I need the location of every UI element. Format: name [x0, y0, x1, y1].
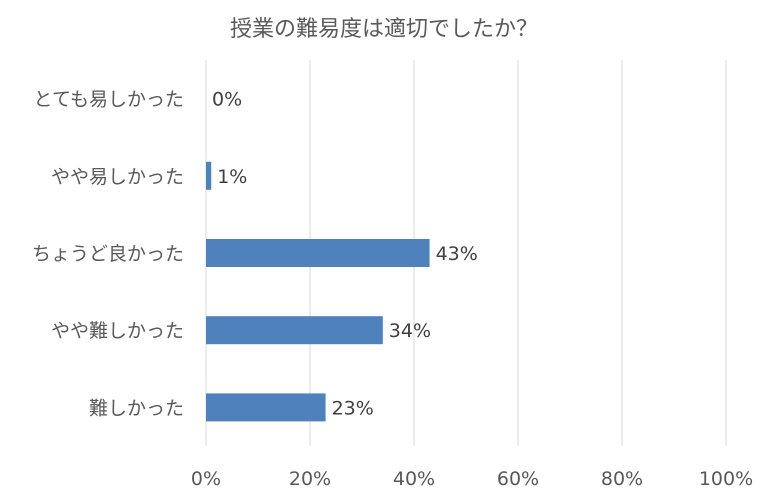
data-label: 43% [436, 243, 478, 265]
bar [206, 316, 383, 345]
x-tick-label: 20% [289, 468, 331, 490]
category-label: ちょうど良かった [32, 243, 184, 265]
chart-title: 授業の難易度は適切でしたか？ [230, 17, 538, 42]
category-label: やや易しかった [51, 166, 184, 188]
data-label: 34% [389, 320, 431, 342]
data-label: 1% [217, 166, 247, 188]
x-tick-label: 60% [497, 468, 539, 490]
data-label: 23% [332, 397, 374, 419]
x-axis-tick-labels: 0% 20% 40% 60% 80% 100% [191, 468, 753, 490]
x-tick-label: 80% [601, 468, 643, 490]
category-label: とても易しかった [34, 89, 184, 111]
x-tick-label: 40% [393, 468, 435, 490]
bars: 0% 1% 43% 34% 23% [206, 89, 478, 422]
bar [206, 393, 326, 422]
category-label: やや難しかった [51, 320, 184, 342]
x-tick-label: 0% [191, 468, 221, 490]
data-label: 0% [212, 89, 242, 111]
bar [206, 161, 212, 190]
bar [206, 239, 430, 267]
category-label: 難しかった [89, 397, 184, 419]
x-tick-label: 100% [699, 468, 753, 490]
